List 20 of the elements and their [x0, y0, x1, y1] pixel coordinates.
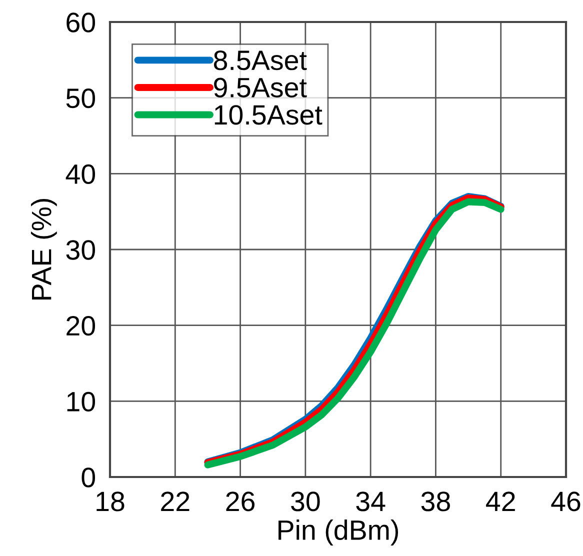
x-tick-label: 22 [161, 492, 190, 512]
y-tick-label: 0 [82, 468, 96, 488]
x-tick-label: 34 [356, 492, 386, 512]
y-tick-label: 20 [66, 316, 96, 336]
x-axis-title: Pin (dBm) [278, 520, 398, 546]
x-tick-label: 42 [486, 492, 515, 512]
y-tick-label: 10 [67, 392, 96, 412]
x-tick-label: 46 [551, 492, 580, 512]
y-tick-label: 40 [66, 164, 96, 184]
legend-label: 9.5Aset [214, 78, 307, 98]
y-axis-title: PAE (%) [30, 199, 57, 300]
legend-label: 10.5Aset [214, 105, 322, 125]
x-tick-label: 30 [291, 492, 320, 512]
x-tick-label: 18 [96, 492, 124, 512]
legend-label: 8.5Aset [214, 50, 307, 70]
y-tick-label: 30 [66, 240, 96, 260]
y-tick-label: 60 [66, 12, 96, 32]
x-tick-label: 26 [226, 492, 255, 512]
y-tick-label: 50 [66, 88, 96, 108]
x-tick-label: 38 [421, 492, 450, 512]
